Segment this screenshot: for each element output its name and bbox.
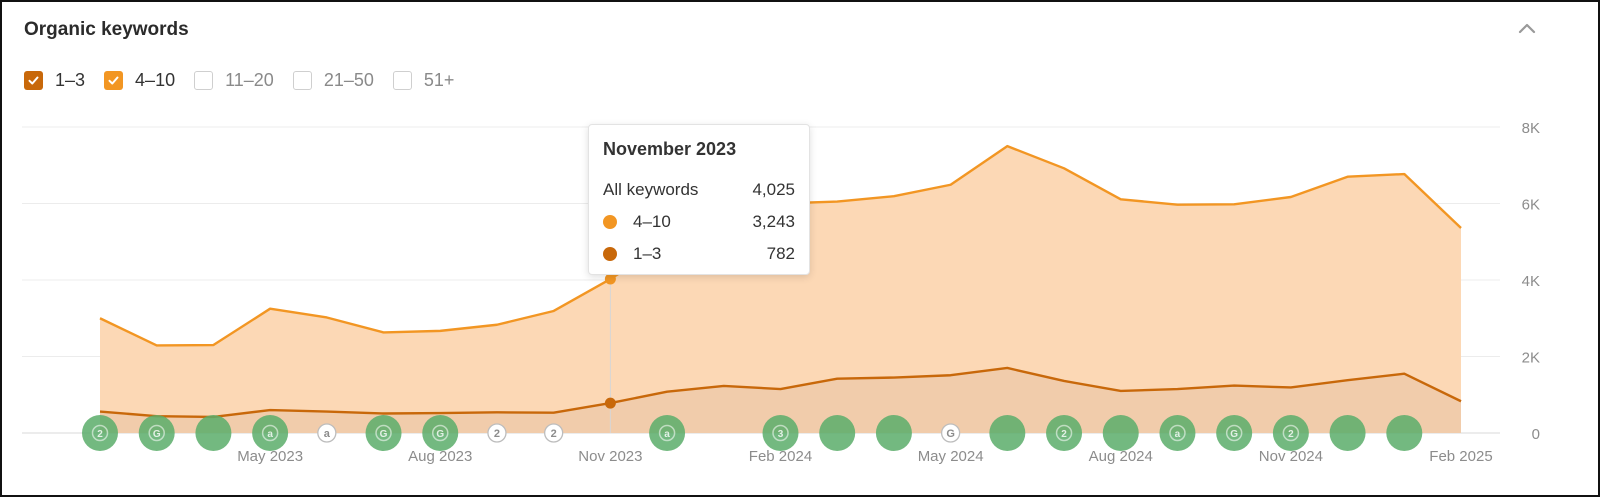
highlight-point-4-10	[604, 273, 616, 285]
annotation-marker	[940, 423, 961, 443]
annotation-marker	[365, 415, 402, 451]
annotation-glyph: G	[380, 429, 388, 440]
annotation-marker	[1046, 415, 1083, 451]
annotation-marker	[252, 415, 289, 451]
filter-checkbox-2[interactable]: 4–10	[104, 70, 175, 91]
annotation-marker	[1216, 415, 1253, 451]
annotation-glyph: 2	[97, 429, 103, 440]
filter-label: 11–20	[225, 70, 274, 90]
y-tick-label: 6K	[1522, 197, 1540, 214]
checkbox-unchecked-icon[interactable]	[392, 71, 412, 90]
annotation-marker	[989, 415, 1026, 451]
highlight-point-1-3	[604, 397, 616, 409]
filter-label: 1–3	[55, 70, 86, 90]
annotation-glyph: 2	[1061, 429, 1067, 440]
annotation-glyph: a	[1175, 429, 1181, 440]
panel-title: Organic keywords	[24, 19, 189, 40]
chart-tooltip: November 2023 All keywords 4,025 4–10 3,…	[588, 124, 810, 275]
annotation-glyph: 2	[494, 428, 500, 440]
annotation-marker	[317, 423, 337, 443]
tooltip-title: November 2023	[603, 139, 737, 159]
annotation-marker	[1102, 415, 1139, 451]
x-tick-label: Feb 2025	[1429, 448, 1492, 465]
annotation-marker	[762, 415, 799, 451]
annotation-badge-ring	[1055, 424, 1073, 442]
annotation-badge-ring	[261, 424, 279, 442]
annotation-badge-ring	[658, 424, 676, 442]
series-line-1-3	[99, 366, 1462, 419]
annotation-glyph: 3	[778, 429, 784, 440]
annotation-badge-ring	[91, 424, 109, 442]
filter-checkbox-4[interactable]: 21–50	[292, 70, 374, 91]
y-tick-label: 2K	[1522, 350, 1540, 367]
annotation-marker	[1386, 415, 1423, 451]
area-fill-total	[100, 146, 1461, 433]
annotation-marker	[487, 423, 507, 443]
annotation-marker	[649, 415, 686, 451]
annotation-glyph: a	[664, 429, 670, 440]
filter-label: 4–10	[135, 70, 176, 90]
annotation-glyph: 2	[551, 428, 557, 440]
checkbox-unchecked-icon[interactable]	[292, 71, 312, 90]
annotation-badge-ring	[148, 424, 165, 442]
annotation-marker	[544, 423, 564, 443]
filter-checkbox-3[interactable]: 11–20	[194, 70, 274, 91]
tooltip-row-all: All keywords 4,025	[603, 174, 795, 206]
tooltip-row-1-3: 1–3 782	[603, 238, 795, 270]
x-tick-label: Nov 2024	[1259, 448, 1323, 465]
y-tick-label: 4K	[1522, 273, 1540, 290]
x-tick-label: May 2023	[237, 448, 303, 465]
x-tick-label: Aug 2023	[408, 448, 472, 465]
filter-label: 21–50	[323, 70, 374, 90]
annotation-marker	[195, 415, 232, 451]
series-dot-icon	[603, 215, 617, 229]
x-tick-label: Aug 2024	[1089, 448, 1153, 465]
annotation-marker	[1272, 415, 1309, 451]
annotation-marker	[138, 415, 175, 451]
annotation-marker	[819, 415, 856, 451]
collapse-chevron-up-icon[interactable]	[1514, 16, 1540, 42]
annotation-marker	[1329, 415, 1366, 451]
x-tick-label: May 2024	[918, 448, 984, 465]
annotation-badge-ring	[1169, 424, 1186, 442]
annotation-badge-ring	[432, 424, 449, 442]
y-tick-label: 8K	[1522, 120, 1540, 137]
filter-checkbox-5[interactable]: 51+	[392, 70, 455, 91]
annotation-badge-ring	[772, 424, 789, 442]
tooltip-row-label: All keywords	[603, 180, 699, 199]
tooltip-row-label: 1–3	[633, 244, 662, 263]
tooltip-row-label: 4–10	[633, 212, 671, 231]
position-filter-group: 1–3 4–10 11–20 21–50 51+	[24, 70, 473, 91]
x-tick-label: Feb 2024	[749, 448, 812, 465]
annotation-badge-ring	[1282, 424, 1300, 442]
annotation-marker	[422, 415, 459, 451]
x-tick-label: Nov 2023	[578, 448, 642, 465]
annotation-glyph: 2	[1288, 429, 1294, 440]
annotation-glyph: a	[267, 429, 273, 440]
filter-label: 51+	[423, 70, 455, 90]
annotation-glyph: G	[1230, 429, 1238, 440]
tooltip-row-4-10: 4–10 3,243	[603, 206, 795, 238]
annotation-badge-ring	[1225, 424, 1243, 442]
annotation-marker	[82, 415, 118, 451]
annotation-glyph: G	[436, 429, 444, 440]
checkbox-unchecked-icon[interactable]	[194, 71, 214, 90]
y-tick-label: 0	[1532, 426, 1540, 443]
annotation-glyph: a	[324, 428, 331, 440]
annotation-marker	[1159, 415, 1196, 451]
filter-checkbox-1[interactable]: 1–3	[24, 70, 85, 91]
annotation-glyph: G	[946, 428, 955, 440]
series-dot-icon	[603, 247, 617, 261]
tooltip-row-value: 3,243	[752, 212, 795, 231]
tooltip-row-value: 782	[766, 244, 795, 263]
checkbox-checked-icon[interactable]	[24, 71, 43, 90]
tooltip-row-value: 4,025	[752, 180, 795, 199]
annotation-marker	[875, 415, 912, 451]
annotation-badge-ring	[375, 424, 392, 442]
checkbox-checked-icon[interactable]	[104, 71, 124, 90]
annotation-glyph: G	[153, 429, 161, 440]
